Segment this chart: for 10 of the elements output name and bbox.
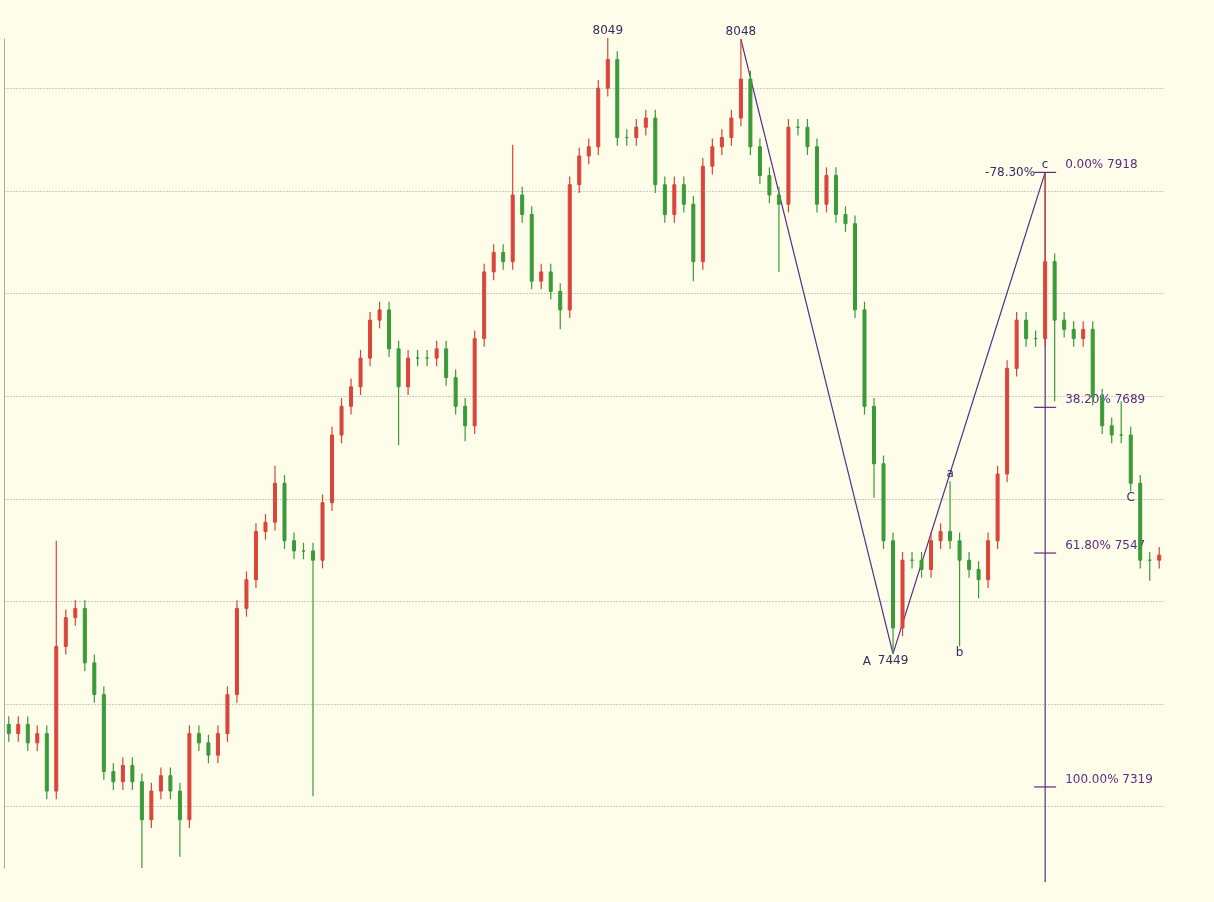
annotation: 8049	[592, 23, 624, 37]
annotation: b	[955, 645, 964, 660]
annotation: -78.30%	[985, 165, 1036, 180]
annotation: C	[1126, 490, 1135, 505]
annotation: c	[1041, 157, 1049, 172]
ref-line-label: 100.00% 7319	[1065, 771, 1153, 786]
ref-line-label: 0.00% 7918	[1065, 157, 1138, 172]
annotation: A	[862, 653, 872, 668]
annotation: 8048	[725, 24, 757, 39]
annotation: 7449	[877, 652, 909, 667]
